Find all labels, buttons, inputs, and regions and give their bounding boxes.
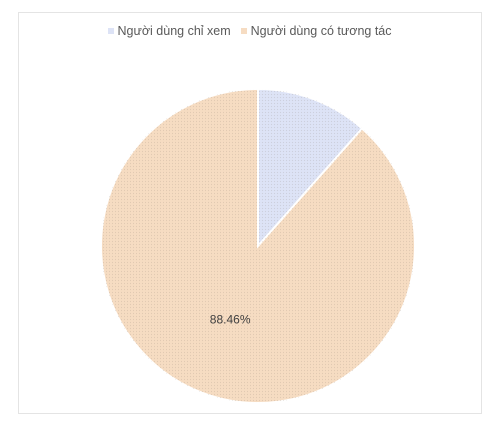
pie-slice-group-0	[257, 87, 364, 249]
legend-swatch-view-only	[107, 28, 114, 34]
legend-swatch-interacting	[240, 28, 247, 34]
pie-slice-texture-1	[100, 89, 415, 403]
chart-legend: Người dùng chỉ xem Người dùng có tương t…	[0, 24, 499, 38]
pie-slice-group-1	[100, 87, 416, 404]
legend-label-interacting: Người dùng có tương tác	[250, 24, 392, 38]
legend-label-view-only: Người dùng chỉ xem	[117, 24, 231, 38]
legend-item-interacting: Người dùng có tương tác	[240, 24, 392, 38]
legend-item-view-only: Người dùng chỉ xem	[107, 24, 231, 38]
pie-data-label-1: 88.46%	[210, 312, 251, 326]
pie-slice-texture-0	[258, 89, 363, 246]
